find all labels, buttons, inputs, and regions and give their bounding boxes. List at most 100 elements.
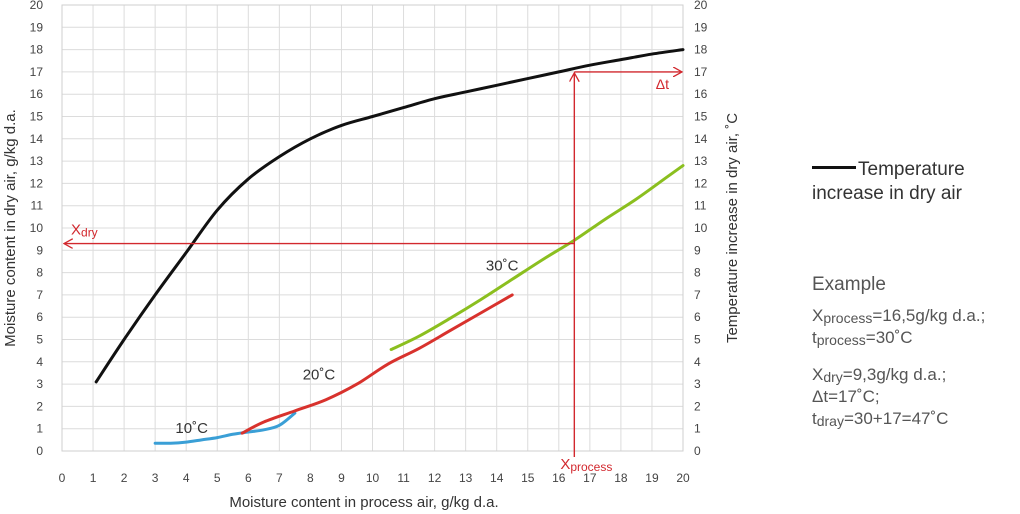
y2-tick-label: 12 [694, 176, 708, 190]
y2-tick-label: 7 [694, 288, 701, 302]
legend: Temperature increase in dry air [812, 158, 965, 206]
example-line-5: tdray=30+17=47˚C [812, 408, 985, 430]
y2-tick-label: 0 [694, 444, 701, 458]
annotations: Xdry Xprocess Δt [64, 72, 682, 474]
y-tick-label: 7 [36, 288, 43, 302]
x-tick-label: 10 [366, 471, 380, 485]
x-tick-label: 20 [676, 471, 690, 485]
y2-tick-label: 3 [694, 377, 701, 391]
y-tick-label: 2 [36, 399, 43, 413]
x-tick-label: 12 [428, 471, 442, 485]
x-tick-label: 1 [90, 471, 97, 485]
legend-label-line1: Temperature [858, 159, 965, 180]
example-line-4: Δt=17˚C; [812, 387, 880, 406]
series-label-20c: 20˚C [303, 367, 336, 384]
y2-tick-label: 4 [694, 355, 701, 369]
example-line-3-main: X [812, 365, 824, 384]
x-tick-label: 5 [214, 471, 221, 485]
x-tick-label: 7 [276, 471, 283, 485]
y2-tick-label: 20 [694, 0, 708, 12]
y-tick-label: 0 [36, 444, 43, 458]
x-tick-label: 15 [521, 471, 535, 485]
example-line-1-main: X [812, 306, 824, 325]
y2-tick-label: 16 [694, 87, 708, 101]
y2-tick-label: 8 [694, 266, 701, 280]
example-line-3-rest: =9,3g/kg d.a.; [842, 365, 947, 384]
example-line-2-rest: =30˚C [865, 328, 913, 347]
example-line-3-sub: dry [823, 369, 843, 385]
y-tick-label: 1 [36, 422, 43, 436]
y-tick-label: 16 [30, 87, 44, 101]
plot-frame [61, 4, 684, 452]
x-tick-label: 18 [614, 471, 628, 485]
example-line-5-main: t [812, 409, 817, 428]
example-title: Example [812, 274, 886, 295]
y2-tick-label: 19 [694, 20, 708, 34]
annotation-x-process-label: Xprocess [560, 456, 612, 474]
y2-tick-label: 1 [694, 422, 701, 436]
chart: 0 1 2 3 4 5 6 7 8 9 10 11 12 13 14 15 16 17 18 19 200 01 12 23 3… [2, 0, 741, 511]
example-line-5-rest: =30+17=47˚C [843, 409, 949, 428]
series-labels: 10˚C 20˚C 30˚C [175, 257, 518, 437]
series-30c [389, 164, 685, 352]
x-tick-label: 11 [397, 471, 410, 485]
y-tick-label: 11 [31, 199, 44, 213]
x-tick-label: 16 [552, 471, 566, 485]
y-tick-label: 18 [30, 43, 44, 57]
series [94, 48, 685, 445]
y-axis-title: Moisture content in dry air, g/kg d.a. [2, 109, 19, 347]
example-line-2-main: t [812, 328, 817, 347]
x-tick-label: 2 [121, 471, 128, 485]
y-tick-label: 8 [36, 266, 43, 280]
series-label-30c: 30˚C [486, 257, 519, 274]
y2-tick-label: 5 [694, 333, 701, 347]
y2-tick-label: 13 [694, 154, 708, 168]
y2-tick-label: 17 [694, 65, 708, 79]
x-tick-label: 6 [245, 471, 252, 485]
y2-tick-label: 10 [694, 221, 708, 235]
example-line-1-sub: process [823, 310, 873, 326]
annotation-x-dry-label: Xdry [71, 222, 98, 240]
y-tick-label: 5 [36, 333, 43, 347]
series-20c [240, 293, 514, 435]
y-tick-label: 12 [30, 176, 44, 190]
example-line-3: Xdry=9,3g/kg d.a.; [812, 364, 985, 386]
y-tick-label: 19 [30, 20, 44, 34]
example-panel: Example Xprocess=16,5g/kg d.a.; tprocess… [812, 274, 985, 430]
y2-tick-label: 6 [694, 310, 701, 324]
y2-tick-label: 2 [694, 399, 701, 413]
y-tick-label: 17 [30, 65, 44, 79]
y2-tick-label: 14 [694, 132, 708, 146]
y-tick-label: 3 [36, 377, 43, 391]
y2-tick-label: 18 [694, 43, 708, 57]
legend-swatch [812, 166, 856, 170]
example-line-1-rest: =16,5g/kg d.a.; [872, 306, 986, 325]
tick-labels: 0 1 2 3 4 5 6 7 8 9 10 11 12 13 14 15 16 17 18 19 200 01 12 23 3… [30, 0, 708, 485]
example-line-2: tprocess=30˚C [812, 327, 985, 349]
legend-entry: Temperature [812, 158, 965, 182]
x-tick-label: 14 [490, 471, 504, 485]
y-tick-label: 20 [30, 0, 44, 12]
series-temperature-increase [94, 48, 685, 384]
y-tick-label: 10 [30, 221, 44, 235]
y2-axis-title: Temperature increase in dry air, ˚C [724, 113, 741, 343]
x-tick-label: 9 [338, 471, 345, 485]
series-10c [153, 411, 297, 445]
y2-tick-label: 9 [694, 243, 701, 257]
x-tick-label: 0 [59, 471, 66, 485]
series-label-10c: 10˚C [175, 420, 208, 437]
y-tick-label: 13 [30, 154, 44, 168]
grid [61, 4, 684, 452]
x-axis-title: Moisture content in process air, g/kg d.… [229, 494, 498, 511]
y-tick-label: 6 [36, 310, 43, 324]
y-tick-label: 4 [36, 355, 43, 369]
y-tick-label: 14 [30, 132, 44, 146]
example-line-2-sub: process [816, 332, 866, 348]
y-tick-label: 15 [30, 110, 44, 124]
y-tick-label: 9 [36, 243, 43, 257]
example-line-5-sub: dray [816, 413, 844, 429]
x-tick-label: 4 [183, 471, 190, 485]
x-tick-label: 3 [152, 471, 159, 485]
x-tick-label: 8 [307, 471, 314, 485]
x-tick-label: 17 [583, 471, 597, 485]
